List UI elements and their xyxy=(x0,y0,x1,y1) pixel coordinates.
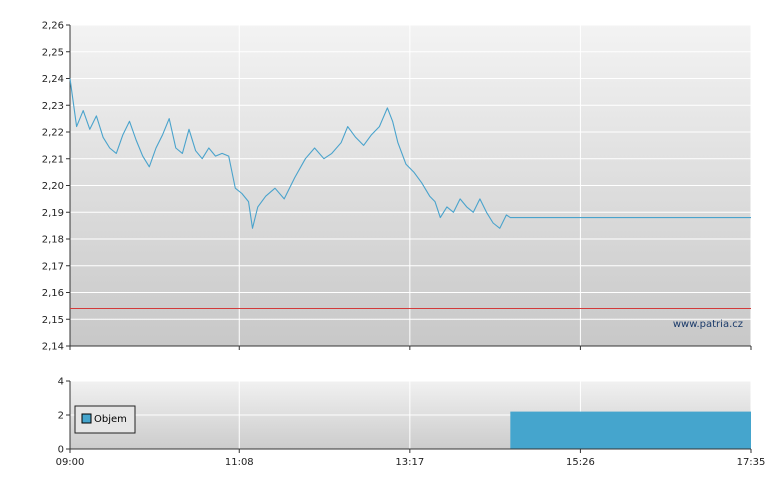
watermark-text: www.patria.cz xyxy=(673,319,743,330)
x-tick-label: 17:35 xyxy=(737,457,766,468)
price-y-tick-label: 2,15 xyxy=(42,315,64,326)
volume-y-tick-label: 0 xyxy=(58,445,64,456)
price-y-tick-label: 2,17 xyxy=(42,261,64,272)
price-y-tick-label: 2,19 xyxy=(42,208,64,219)
price-y-tick-label: 2,14 xyxy=(42,342,64,353)
volume-panel: 0 2 4 09:00 11:08 13:17 15:26 17:35 Objem xyxy=(56,377,766,469)
price-y-tick-label: 2,25 xyxy=(42,47,64,58)
legend-swatch xyxy=(81,413,92,424)
price-panel: 2,14 2,15 2,16 2,17 2,18 2,19 2,20 2,21 2,22 2,23… xyxy=(42,21,752,353)
x-tick-label: 11:08 xyxy=(225,457,254,468)
price-x-tick-marks xyxy=(69,346,752,350)
volume-bars xyxy=(510,411,751,449)
price-y-tick-label: 2,24 xyxy=(42,74,64,85)
volume-y-tick-label: 4 xyxy=(58,377,64,388)
price-y-tick-label: 2,21 xyxy=(42,154,64,165)
price-y-tick-label: 2,16 xyxy=(42,288,64,299)
price-y-axis: 2,14 2,15 2,16 2,17 2,18 2,19 2,20 2,21 2,22 2,23… xyxy=(42,21,70,353)
price-series-line xyxy=(69,78,751,229)
price-y-tick-label: 2,18 xyxy=(42,235,64,246)
x-tick-label: 13:17 xyxy=(395,457,424,468)
x-tick-label: 15:26 xyxy=(566,457,595,468)
volume-y-axis: 0 2 4 xyxy=(58,377,70,456)
volume-x-axis-labels: 09:00 11:08 13:17 15:26 17:35 xyxy=(56,449,766,468)
volume-legend: Objem xyxy=(74,405,136,434)
volume-y-tick-label: 2 xyxy=(58,411,64,422)
price-y-tick-label: 2,26 xyxy=(42,21,64,32)
price-y-tick-label: 2,23 xyxy=(42,101,64,112)
legend-label: Objem xyxy=(94,414,127,425)
x-tick-label: 09:00 xyxy=(56,457,85,468)
price-grid xyxy=(70,24,752,346)
price-y-tick-label: 2,22 xyxy=(42,128,64,139)
price-y-tick-label: 2,20 xyxy=(42,181,64,192)
volume-bar xyxy=(510,411,751,449)
